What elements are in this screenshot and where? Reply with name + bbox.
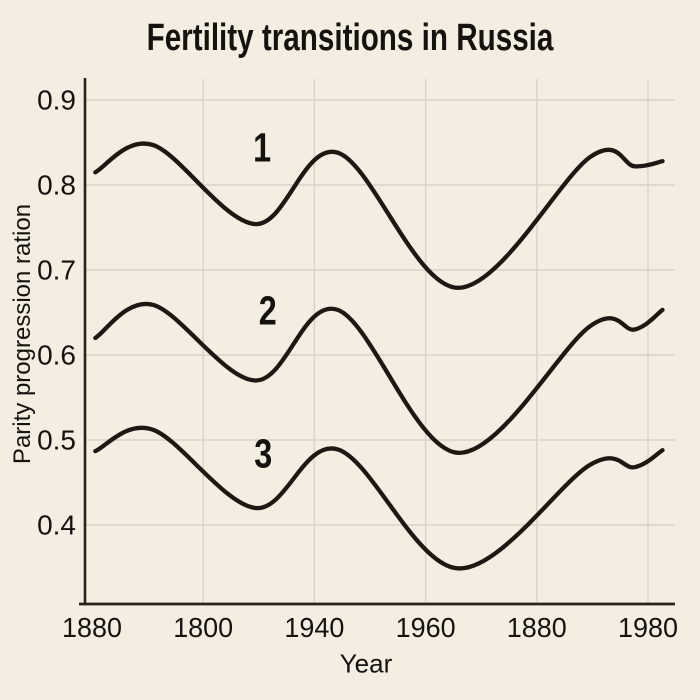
- x-tick-label: 1980: [618, 612, 678, 643]
- x-tick-label: 1940: [284, 612, 344, 643]
- x-tick-label: 1880: [507, 612, 567, 643]
- y-tick-label: 0.7: [37, 255, 76, 286]
- y-tick-label: 0.5: [37, 425, 76, 456]
- series-line-2: [93, 301, 665, 455]
- x-tick-label: 1800: [173, 612, 233, 643]
- y-tick-label: 0.4: [37, 510, 76, 541]
- series-label-3: 3: [254, 430, 272, 476]
- chart-title: Fertility transitions in Russia: [146, 17, 554, 59]
- y-tick-label: 0.6: [37, 340, 76, 371]
- x-tick-label: 1960: [396, 612, 456, 643]
- x-axis-title: Year: [339, 648, 393, 679]
- y-tick-label: 0.8: [37, 170, 76, 201]
- series-line-1: [93, 141, 665, 290]
- series-label-1: 1: [253, 124, 271, 170]
- x-tick-label: 1880: [62, 612, 122, 643]
- y-tick-label: 0.9: [37, 85, 76, 116]
- series-line-3: [93, 425, 665, 571]
- series-label-2: 2: [259, 287, 277, 333]
